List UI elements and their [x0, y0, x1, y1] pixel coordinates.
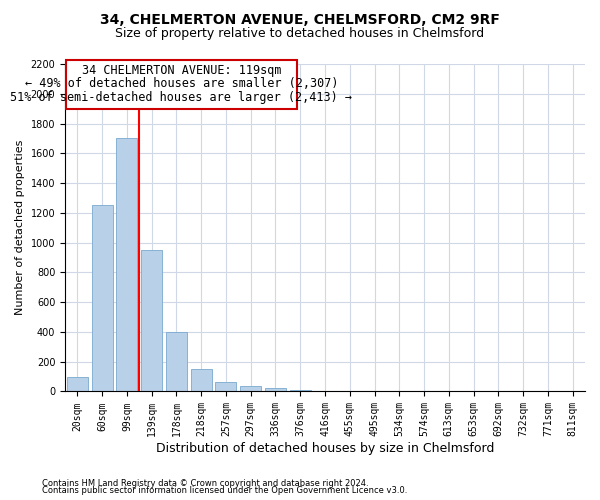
Text: 34 CHELMERTON AVENUE: 119sqm: 34 CHELMERTON AVENUE: 119sqm	[82, 64, 281, 76]
Text: 51% of semi-detached houses are larger (2,413) →: 51% of semi-detached houses are larger (…	[10, 91, 352, 104]
Y-axis label: Number of detached properties: Number of detached properties	[15, 140, 25, 316]
Bar	[141, 250, 162, 392]
Bar	[240, 386, 261, 392]
X-axis label: Distribution of detached houses by size in Chelmsford: Distribution of detached houses by size …	[156, 442, 494, 455]
Text: 34, CHELMERTON AVENUE, CHELMSFORD, CM2 9RF: 34, CHELMERTON AVENUE, CHELMSFORD, CM2 9…	[100, 12, 500, 26]
Bar	[166, 332, 187, 392]
Bar	[290, 390, 311, 392]
Bar	[116, 138, 137, 392]
Text: ← 49% of detached houses are smaller (2,307): ← 49% of detached houses are smaller (2,…	[25, 78, 338, 90]
Text: Size of property relative to detached houses in Chelmsford: Size of property relative to detached ho…	[115, 28, 485, 40]
Bar	[265, 388, 286, 392]
Bar	[92, 206, 113, 392]
Bar	[191, 369, 212, 392]
Bar	[215, 382, 236, 392]
FancyBboxPatch shape	[66, 60, 296, 110]
Bar	[67, 376, 88, 392]
Text: Contains public sector information licensed under the Open Government Licence v3: Contains public sector information licen…	[42, 486, 407, 495]
Text: Contains HM Land Registry data © Crown copyright and database right 2024.: Contains HM Land Registry data © Crown c…	[42, 478, 368, 488]
